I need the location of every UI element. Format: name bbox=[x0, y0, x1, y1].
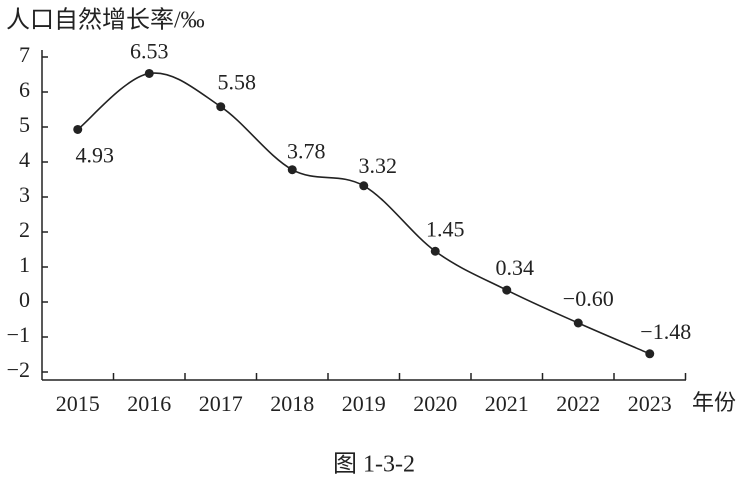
y-tick-label: 4 bbox=[19, 147, 30, 172]
y-tick-label: 6 bbox=[19, 77, 30, 102]
y-tick-label: −2 bbox=[7, 357, 30, 382]
y-tick-label: −1 bbox=[7, 322, 30, 347]
x-axis-label: 年份 bbox=[692, 390, 736, 415]
point bbox=[216, 102, 226, 112]
value-label: 5.58 bbox=[218, 70, 257, 95]
x-tick-label: 2020 bbox=[413, 391, 457, 416]
line bbox=[77, 72, 651, 355]
point bbox=[359, 181, 369, 191]
x-tick-label: 2023 bbox=[628, 391, 672, 416]
value-label: 4.93 bbox=[76, 142, 115, 167]
value-label: 3.78 bbox=[287, 139, 326, 164]
point bbox=[287, 165, 297, 175]
point bbox=[645, 349, 655, 359]
y-tick-label: 0 bbox=[19, 287, 30, 312]
x-tick-label: 2022 bbox=[556, 391, 600, 416]
value-label: −0.60 bbox=[563, 286, 614, 311]
y-tick-label: 1 bbox=[19, 252, 30, 277]
y-tick-label: 5 bbox=[19, 112, 30, 137]
point bbox=[502, 285, 512, 295]
x-tick-label: 2021 bbox=[485, 391, 529, 416]
x-tick-label: 2019 bbox=[342, 391, 386, 416]
value-label: 3.32 bbox=[359, 153, 398, 178]
caption: 图 1-3-2 bbox=[333, 452, 415, 478]
y-axis-label: 人口自然增长率/‰ bbox=[6, 7, 205, 34]
x-tick-label: 2018 bbox=[270, 391, 314, 416]
value-label: −1.48 bbox=[640, 319, 691, 344]
value-label: 6.53 bbox=[130, 38, 169, 63]
point bbox=[73, 124, 83, 134]
x-tick-label: 2017 bbox=[199, 391, 243, 416]
value-label: 1.45 bbox=[426, 216, 465, 241]
value-label: 0.34 bbox=[496, 255, 535, 280]
x-tick-label: 2015 bbox=[56, 391, 100, 416]
point bbox=[430, 246, 440, 256]
y-tick-label: 2 bbox=[19, 217, 30, 242]
y-tick-label: 7 bbox=[19, 42, 30, 67]
x-tick-label: 2016 bbox=[127, 391, 171, 416]
point bbox=[573, 318, 583, 328]
y-tick-label: 3 bbox=[19, 182, 30, 207]
point bbox=[144, 68, 154, 78]
